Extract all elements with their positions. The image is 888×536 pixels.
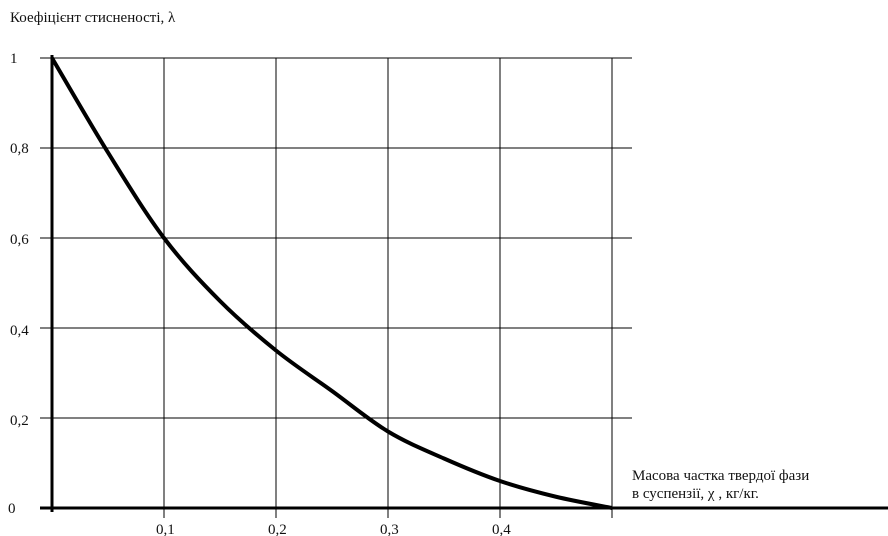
x-tick-label: 0,4 (492, 522, 511, 536)
y-axis-title: Коефіцієнт стисненості, λ (10, 10, 176, 26)
vertical-gridlines (163, 58, 613, 518)
y-tick-label: 0,4 (10, 323, 29, 339)
series-line (50, 56, 613, 510)
y-tick-label: 0,8 (10, 141, 29, 157)
y-tick-label: 0,2 (10, 413, 29, 429)
x-tick-label: 0,1 (156, 522, 175, 536)
x-tick-label: 0,2 (268, 522, 287, 536)
y-tick-label: 0 (8, 501, 16, 517)
y-tick-label: 1 (10, 51, 18, 67)
horizontal-gridlines (40, 57, 632, 419)
x-axis-title-line1: Масова частка твердої фази (632, 468, 809, 484)
y-tick-labels: 0 0,2 0,4 0,6 0,8 1 (8, 51, 29, 517)
x-axis-title-line2: в суспензії, χ , кг/кг. (632, 486, 759, 502)
y-tick-label: 0,6 (10, 232, 29, 248)
x-tick-label: 0,3 (380, 522, 399, 536)
x-tick-labels: 0,1 0,2 0,3 0,4 (156, 522, 511, 536)
